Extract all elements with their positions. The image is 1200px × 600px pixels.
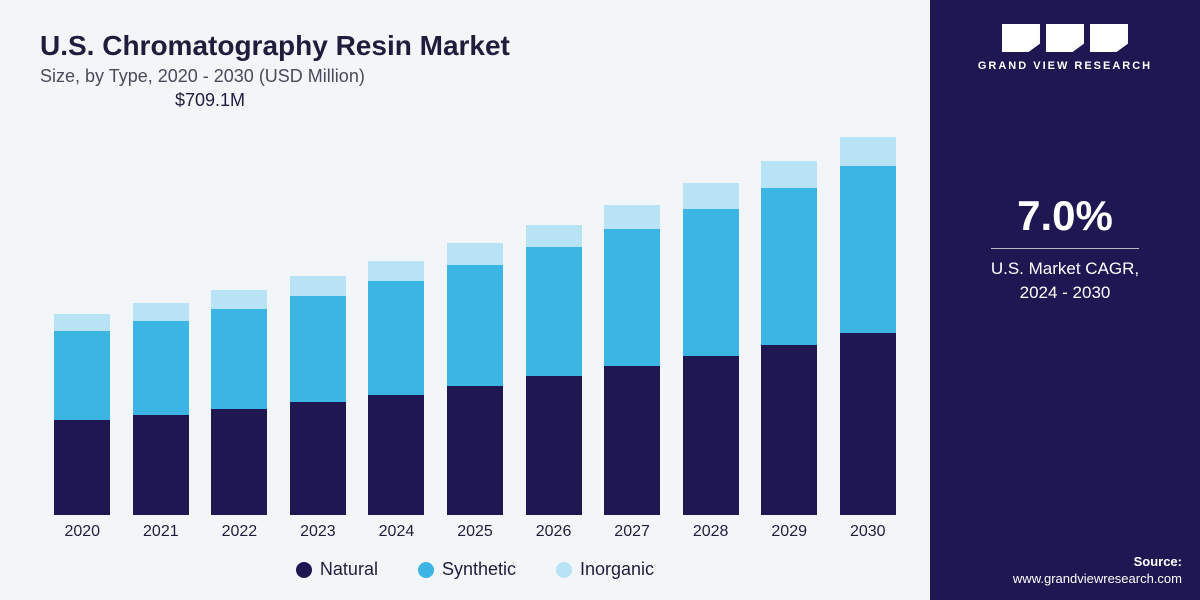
bar-segment-synthetic xyxy=(604,229,660,366)
stacked-bar xyxy=(683,183,739,515)
bar-segment-synthetic xyxy=(54,331,110,420)
legend: Natural Synthetic Inorganic xyxy=(40,541,910,580)
year-label: 2021 xyxy=(143,523,179,541)
side-panel: GRAND VIEW RESEARCH 7.0% U.S. Market CAG… xyxy=(930,0,1200,600)
bar-group: 2022 xyxy=(207,290,272,541)
bar-segment-inorganic xyxy=(683,183,739,209)
stacked-bar xyxy=(54,314,110,515)
chart-panel: U.S. Chromatography Resin Market Size, b… xyxy=(0,0,930,600)
bar-segment-natural xyxy=(604,366,660,515)
year-label: 2029 xyxy=(771,523,807,541)
bar-segment-natural xyxy=(447,386,503,515)
bar-segment-inorganic xyxy=(133,303,189,321)
bar-group: 2029 xyxy=(757,161,822,541)
bar-segment-synthetic xyxy=(840,166,896,333)
bar-segment-synthetic xyxy=(526,247,582,376)
chart-title: U.S. Chromatography Resin Market xyxy=(40,30,910,62)
bar-segment-synthetic xyxy=(211,309,267,409)
bar-segment-inorganic xyxy=(54,314,110,332)
stacked-bar xyxy=(526,225,582,515)
cagr-label-1: U.S. Market CAGR, xyxy=(991,257,1139,281)
bar-segment-natural xyxy=(211,409,267,515)
bar-segment-natural xyxy=(761,345,817,515)
bar-segment-synthetic xyxy=(761,188,817,344)
cagr-block: 7.0% U.S. Market CAGR, 2024 - 2030 xyxy=(991,192,1139,305)
logo-text: GRAND VIEW RESEARCH xyxy=(978,60,1152,72)
chart-subtitle: Size, by Type, 2020 - 2030 (USD Million) xyxy=(40,66,910,87)
bar-segment-inorganic xyxy=(604,205,660,229)
bar-group: 2028 xyxy=(678,183,743,541)
bar-segment-natural xyxy=(133,415,189,515)
year-label: 2024 xyxy=(379,523,415,541)
year-label: 2025 xyxy=(457,523,493,541)
year-label: 2028 xyxy=(693,523,729,541)
bar-segment-inorganic xyxy=(211,290,267,309)
legend-label: Natural xyxy=(320,559,378,580)
source-label: Source: xyxy=(1013,554,1182,569)
bar-segment-synthetic xyxy=(447,265,503,386)
stacked-bar xyxy=(368,261,424,515)
stacked-bar xyxy=(447,243,503,515)
legend-swatch xyxy=(296,562,312,578)
bar-group: 2025 xyxy=(443,243,508,541)
legend-label: Inorganic xyxy=(580,559,654,580)
stacked-bar xyxy=(761,161,817,515)
bar-segment-inorganic xyxy=(290,276,346,296)
cagr-label-2: 2024 - 2030 xyxy=(991,281,1139,305)
legend-item: Synthetic xyxy=(418,559,516,580)
bar-segment-inorganic xyxy=(761,161,817,188)
legend-swatch xyxy=(418,562,434,578)
year-label: 2023 xyxy=(300,523,336,541)
logo-icon xyxy=(1002,24,1128,52)
bar-segment-synthetic xyxy=(368,281,424,394)
bar-group: 2021 xyxy=(129,303,194,541)
bar-group: 2027 xyxy=(600,205,665,541)
bar-group: 2023 xyxy=(286,276,351,541)
bar-segment-natural xyxy=(290,402,346,515)
year-label: 2020 xyxy=(64,523,100,541)
bar-group: 2030 xyxy=(835,137,900,541)
bar-segment-inorganic xyxy=(840,137,896,166)
bar-segment-synthetic xyxy=(290,296,346,402)
year-label: 2026 xyxy=(536,523,572,541)
legend-item: Inorganic xyxy=(556,559,654,580)
stacked-bar xyxy=(133,303,189,515)
logo: GRAND VIEW RESEARCH xyxy=(978,24,1152,72)
bar-group: 2024 xyxy=(364,261,429,541)
bar-segment-synthetic xyxy=(133,321,189,415)
bar-segment-natural xyxy=(683,356,739,515)
bar-segment-synthetic xyxy=(683,209,739,356)
bar-segment-natural xyxy=(526,376,582,515)
year-label: 2027 xyxy=(614,523,650,541)
year-label: 2022 xyxy=(222,523,258,541)
legend-item: Natural xyxy=(296,559,378,580)
cagr-value: 7.0% xyxy=(991,192,1139,249)
bar-segment-natural xyxy=(54,420,110,515)
chart-area: 2020 2021 2022 2023 2024 2025 2026 2027 2028 2029… xyxy=(40,107,910,541)
bar-segment-inorganic xyxy=(526,225,582,248)
stacked-bar xyxy=(604,205,660,515)
stacked-bar xyxy=(211,290,267,515)
year-label: 2030 xyxy=(850,523,886,541)
legend-swatch xyxy=(556,562,572,578)
stacked-bar xyxy=(840,137,896,515)
bar-segment-inorganic xyxy=(447,243,503,265)
bar-segment-inorganic xyxy=(368,261,424,282)
legend-label: Synthetic xyxy=(442,559,516,580)
source-block: Source: www.grandviewresearch.com xyxy=(1013,554,1182,586)
bar-group: 2026 xyxy=(521,225,586,541)
bar-group: 2020 xyxy=(50,314,115,541)
stacked-bar xyxy=(290,276,346,515)
source-url: www.grandviewresearch.com xyxy=(1013,571,1182,586)
bar-segment-natural xyxy=(368,395,424,515)
bar-segment-natural xyxy=(840,333,896,515)
